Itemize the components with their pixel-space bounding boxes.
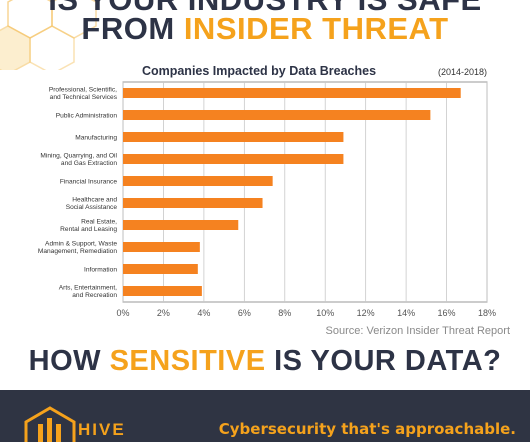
x-tick-label: 18% <box>478 308 496 318</box>
chart-subtitle: (2014-2018) <box>438 67 487 77</box>
headline-insider-threat: INSIDER THREAT <box>183 11 449 46</box>
bar <box>123 110 431 120</box>
category-label: Admin & Support, Waste Management, Remedi… <box>38 241 118 255</box>
category-label: Arts, Entertainment, and Recreation <box>59 285 118 299</box>
x-tick-label: 2% <box>157 308 170 318</box>
bottom-rest: IS YOUR DATA? <box>274 345 502 377</box>
category-label: Manufacturing <box>75 134 117 141</box>
bottom-sensitive: SENSITIVE <box>109 345 266 377</box>
bar <box>123 220 239 230</box>
tagline: Cybersecurity that's approachable. <box>218 420 516 438</box>
bar <box>123 264 198 274</box>
bar <box>123 154 344 164</box>
brand-name: HIVE <box>78 420 126 439</box>
bar-chart: 0% 2% 4% 6% 8% 10% 12% 14% 16% 18% Companies Impac… <box>38 64 510 337</box>
x-tick-label: 8% <box>278 308 291 318</box>
headline-from: FROM <box>81 11 175 46</box>
hive-logo-icon <box>24 406 76 442</box>
bottom-headline: HOW SENSITIVE IS YOUR DATA? <box>0 344 530 378</box>
honeycomb-decoration <box>0 0 97 70</box>
bar <box>123 198 263 208</box>
footer-bar: HIVE Cybersecurity that's approachable. <box>0 390 530 442</box>
category-label: Financial Insurance <box>60 178 118 185</box>
headline-top: IS YOUR INDUSTRY IS SAFE <box>0 0 530 12</box>
category-label: Public Administration <box>56 112 118 119</box>
headline-main: FROM INSIDER THREAT <box>0 12 530 46</box>
category-label: Professional, Scientific, and Technical S… <box>49 87 118 101</box>
x-tick-label: 14% <box>397 308 415 318</box>
x-tick-label: 10% <box>316 308 334 318</box>
chart-title: Companies Impacted by Data Breaches <box>142 64 376 78</box>
x-tick-label: 16% <box>438 308 456 318</box>
bar <box>123 132 344 142</box>
bar <box>123 88 461 98</box>
category-label: Real Estate, Rental and Leasing <box>60 219 117 233</box>
category-label: Mining, Quarrying, and Oil and Gas Extrac… <box>40 153 117 167</box>
chart-source: Source: Verizon Insider Threat Report <box>326 325 510 337</box>
category-label: Information <box>84 266 117 273</box>
bar <box>123 176 273 186</box>
x-tick-label: 6% <box>238 308 251 318</box>
chart-container: 0% 2% 4% 6% 8% 10% 12% 14% 16% 18% Companies Impac… <box>0 58 530 348</box>
bar <box>123 242 200 252</box>
bar <box>123 286 202 296</box>
bottom-how: HOW <box>28 345 101 377</box>
x-tick-label: 4% <box>197 308 210 318</box>
x-tick-label: 0% <box>116 308 129 318</box>
x-tick-label: 12% <box>357 308 375 318</box>
category-label: Healthcare and Social Assistance <box>66 197 118 211</box>
